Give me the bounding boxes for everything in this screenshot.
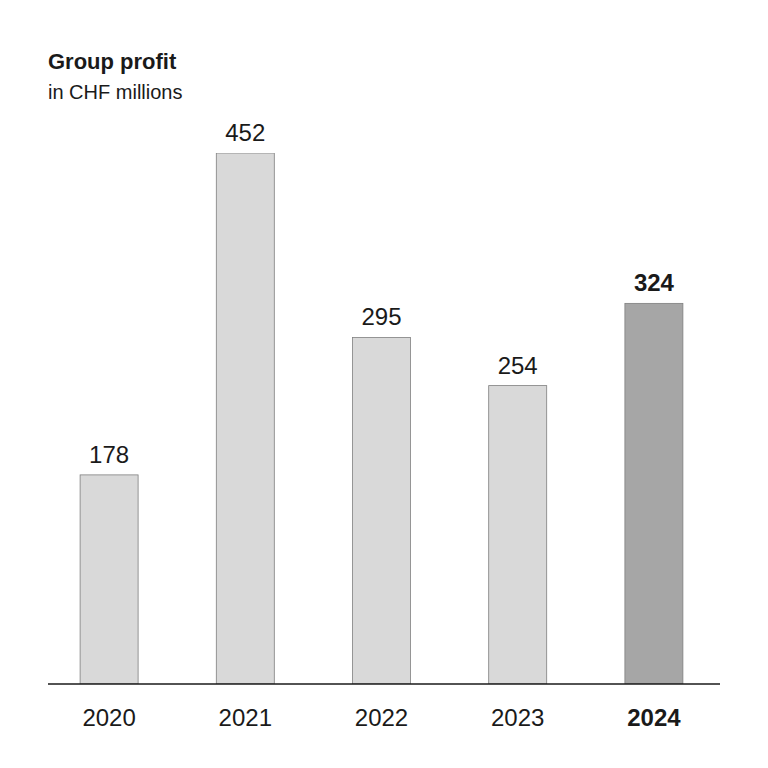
data-label: 295 bbox=[361, 303, 401, 330]
bar bbox=[489, 386, 547, 684]
data-label: 324 bbox=[634, 269, 675, 296]
chart: Group profit in CHF millions 178 452 295 254 3… bbox=[0, 0, 768, 768]
bar bbox=[625, 303, 683, 684]
data-label: 452 bbox=[225, 119, 265, 146]
bar bbox=[353, 337, 411, 684]
x-axis bbox=[48, 683, 720, 685]
x-tick-label: 2020 bbox=[82, 704, 135, 731]
bar bbox=[216, 153, 274, 684]
data-label: 178 bbox=[89, 441, 129, 468]
data-label: 254 bbox=[498, 352, 538, 379]
x-tick-label: 2022 bbox=[355, 704, 408, 731]
bar bbox=[80, 475, 138, 684]
x-tick-label: 2021 bbox=[219, 704, 272, 731]
x-tick-label: 2023 bbox=[491, 704, 544, 731]
subtitle: in CHF millions bbox=[48, 81, 182, 103]
x-tick-label: 2024 bbox=[627, 704, 681, 731]
bars bbox=[80, 153, 683, 684]
title: Group profit bbox=[48, 49, 177, 74]
